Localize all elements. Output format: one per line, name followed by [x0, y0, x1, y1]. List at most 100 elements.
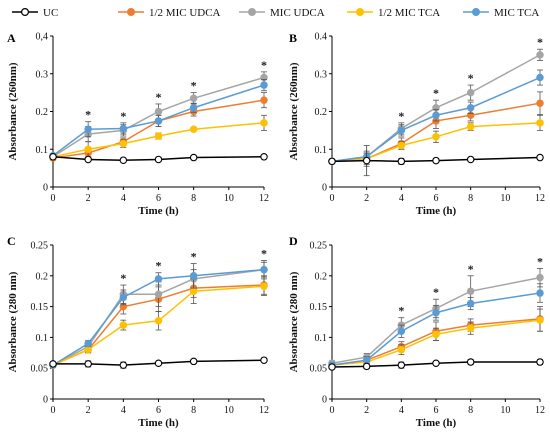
data-point: [189, 287, 198, 295]
significance-asterisk: *: [537, 254, 543, 268]
data-point: [362, 156, 371, 165]
y-tick-label: 0,4: [36, 32, 49, 43]
series-line: [52, 122, 265, 158]
data-point: [432, 133, 440, 141]
data-point: [397, 157, 406, 166]
data-point: [466, 324, 475, 332]
data-point: [84, 345, 92, 354]
panel-c: C 0 0.05 0.1 0.15 0.2 0.25 0 2 4 6 8 10 12 Time (h) Abs…: [7, 234, 269, 429]
data-point: [432, 309, 440, 317]
series-line: [331, 76, 541, 163]
data-point: [119, 321, 128, 329]
data-point: [154, 317, 163, 325]
series-line: [52, 268, 265, 366]
legend-marker-mic-udca: [248, 8, 257, 17]
panel-label: D: [289, 234, 298, 248]
x-tick-label: 2: [86, 193, 91, 204]
y-tick-label: 0.3: [315, 69, 328, 80]
series-uc: [49, 356, 268, 369]
x-tick-label: 8: [468, 405, 473, 416]
data-point: [536, 119, 544, 127]
legend-marker-mic-tca: [472, 8, 481, 17]
data-point: [466, 287, 475, 295]
significance-asterisk: *: [433, 285, 439, 299]
data-point: [154, 107, 163, 116]
legend-marker-1-2-mic-udca: [126, 8, 135, 17]
y-tick-label: 0.2: [315, 107, 328, 118]
data-point: [466, 122, 475, 131]
data-point: [397, 361, 406, 369]
x-tick-label: 12: [259, 193, 269, 204]
x-tick-label: 4: [121, 193, 126, 204]
legend-item-mic-udca: MIC UDCA: [239, 7, 325, 19]
x-tick-label: 0: [330, 405, 335, 416]
x-tick-label: 12: [259, 405, 269, 416]
legend-label-mic-udca: MIC UDCA: [270, 7, 325, 19]
data-point: [260, 153, 268, 161]
panel-label: B: [289, 31, 297, 45]
data-point: [536, 73, 544, 82]
series-mic-tca: [328, 69, 544, 166]
series-line: [331, 361, 540, 368]
series-mic-tca: [49, 79, 268, 160]
significance-asterisk: *: [191, 79, 197, 93]
x-tick-label: 8: [191, 193, 196, 204]
series-line: [331, 276, 541, 365]
significance-asterisk: *: [398, 109, 404, 123]
y-tick-label: 0.1: [36, 333, 49, 344]
legend-item-1-2-mic-udca: 1/2 MIC UDCA: [118, 7, 221, 19]
x-axis-label: Time (h): [416, 417, 457, 429]
significance-asterisk: *: [468, 71, 474, 85]
significance-asterisk: *: [261, 246, 267, 260]
series-line: [52, 76, 265, 158]
data-point: [536, 99, 544, 107]
data-point: [260, 282, 268, 291]
series-uc: [328, 145, 544, 177]
panel-label: A: [7, 31, 16, 45]
x-tick-label: 2: [364, 193, 369, 204]
data-point: [154, 275, 163, 283]
data-point: [84, 155, 92, 164]
series-line: [331, 122, 541, 163]
series-line: [52, 156, 265, 161]
data-point: [466, 88, 475, 97]
legend-item-mic-tca: MIC TCA: [463, 7, 539, 19]
data-point: [362, 356, 371, 364]
data-point: [189, 125, 198, 133]
x-tick-label: 4: [399, 193, 404, 204]
y-axis-label: Absorbance (280 nm): [288, 271, 300, 372]
y-tick-label: 0: [43, 395, 48, 406]
y-axis-label: Absorbance (260nm): [7, 62, 19, 160]
series-line: [331, 156, 541, 163]
data-point: [154, 117, 163, 125]
x-tick-label: 12: [535, 405, 545, 416]
y-tick-label: 0: [43, 183, 48, 194]
data-point: [260, 356, 268, 364]
y-tick-label: 0.2: [315, 271, 328, 282]
data-point: [189, 103, 198, 112]
x-tick-label: 12: [535, 193, 545, 204]
x-tick-label: 0: [51, 405, 56, 416]
y-tick-label: 0: [322, 395, 327, 406]
legend-item-1-2-mic-tca: 1/2 MIC TCA: [347, 7, 440, 19]
y-tick-label: 0.25: [310, 241, 328, 252]
x-tick-label: 6: [156, 405, 161, 416]
data-point: [536, 358, 544, 366]
series-line: [331, 319, 541, 366]
x-tick-label: 8: [191, 405, 196, 416]
data-point: [466, 358, 475, 366]
y-tick-label: 0.2: [36, 107, 49, 118]
data-point: [432, 330, 440, 339]
series-line: [52, 84, 265, 157]
data-point: [119, 156, 128, 164]
data-point: [119, 293, 128, 302]
data-point: [260, 265, 268, 274]
legend-label-1-2-mic-udca: 1/2 MIC UDCA: [149, 7, 221, 19]
data-point: [189, 272, 198, 280]
data-point: [466, 103, 475, 112]
series-line: [331, 292, 541, 366]
series-uc: [49, 153, 268, 164]
significance-asterisk: *: [191, 249, 197, 263]
y-tick-label: 0.25: [31, 241, 49, 252]
data-point: [119, 124, 128, 133]
